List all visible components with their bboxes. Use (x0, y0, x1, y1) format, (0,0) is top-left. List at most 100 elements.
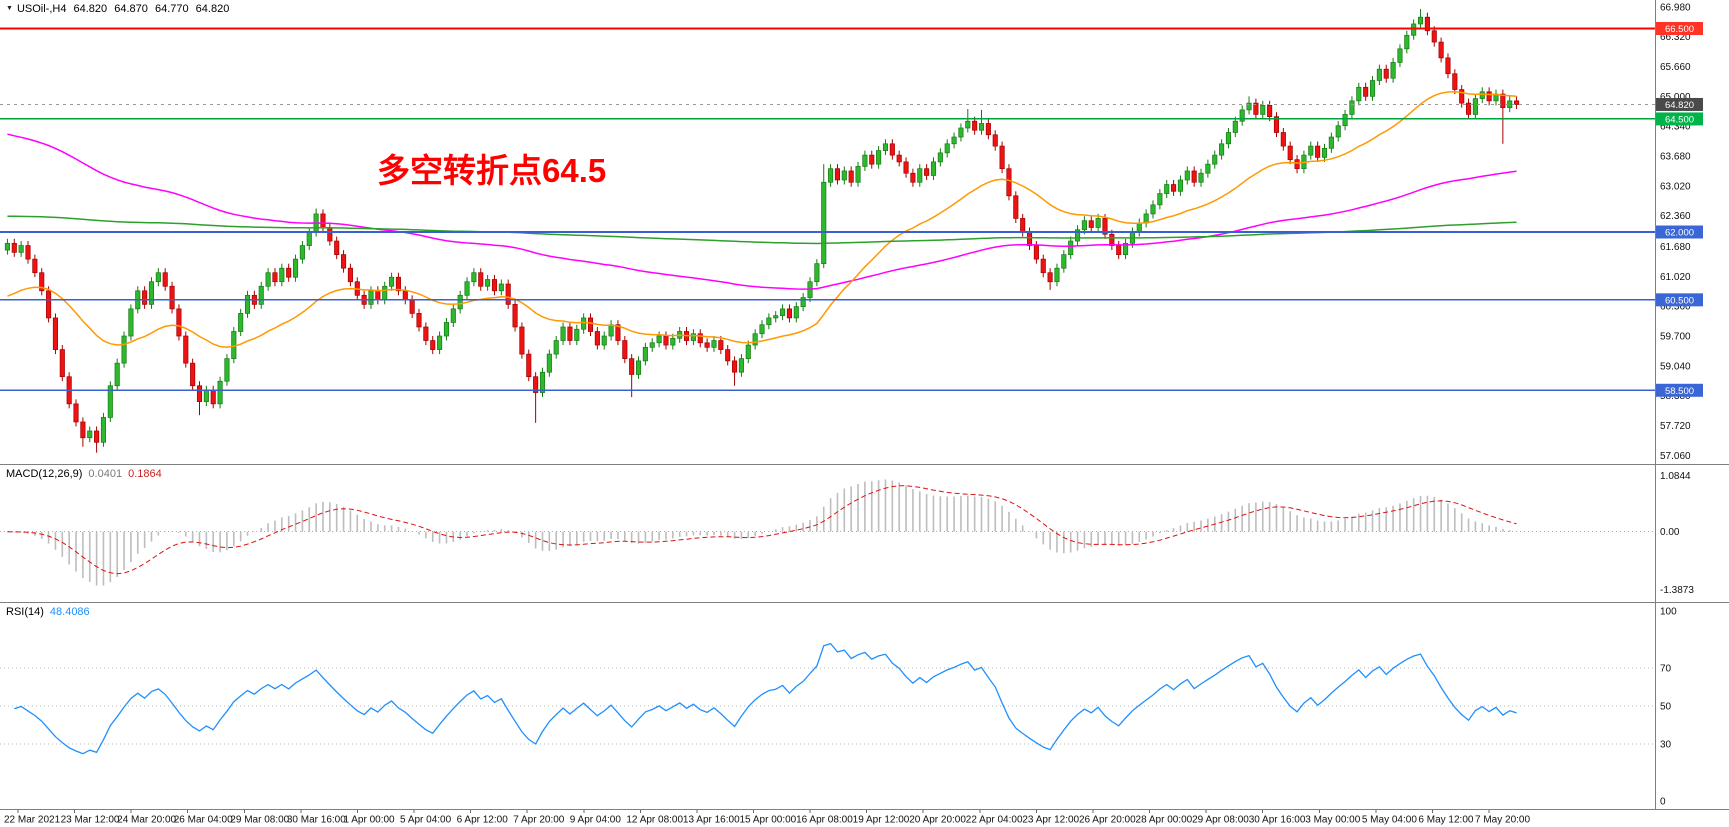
macd-histogram-bar (445, 531, 448, 544)
macd-histogram-bar (150, 531, 153, 542)
candle-down (196, 385, 203, 402)
candle-up (1143, 213, 1149, 224)
macd-histogram-bar (1241, 505, 1243, 532)
candle-up (944, 143, 950, 154)
candle-up (745, 344, 751, 359)
macd-histogram-bar (726, 531, 729, 537)
candle-up (389, 276, 395, 287)
candle-up (1061, 254, 1067, 269)
candle-up (1225, 132, 1232, 145)
macd-histogram-bar (610, 531, 612, 540)
candle-up (759, 324, 765, 335)
candle-up (100, 417, 107, 443)
macd-histogram-bar (322, 501, 324, 532)
candle-up (1356, 86, 1362, 102)
candle-down (587, 317, 594, 332)
macd-histogram-bar (466, 531, 468, 537)
macd-value-signal: 0.1864 (128, 468, 162, 480)
candle-down (1006, 168, 1012, 197)
macd-histogram-bar (1371, 510, 1374, 532)
macd-histogram-bar (1186, 522, 1189, 532)
macd-histogram-bar (1193, 521, 1195, 532)
candle-up (601, 335, 607, 346)
candle-up (951, 136, 957, 145)
macd-histogram-bar (205, 531, 208, 549)
macd-histogram-bar (356, 514, 359, 532)
candle-down (327, 227, 333, 242)
macd-histogram-bar (644, 531, 647, 543)
ohlc-high: 64.870 (114, 3, 148, 15)
rsi-label: RSI(14) 48.4086 (6, 606, 90, 618)
macd-histogram-bar (95, 531, 98, 586)
macd-histogram-bar (925, 494, 928, 532)
macd-histogram-bar (1090, 531, 1093, 547)
candle-up (464, 281, 470, 296)
candle-down (732, 360, 738, 373)
price-tick-label: 59.700 (1660, 332, 1691, 343)
candle-down (1013, 195, 1019, 219)
time-axis[interactable]: 22 Mar 2021 23 Mar 12:00 24 Mar 20:00 26 Ma… (0, 810, 1729, 827)
candle-up (238, 313, 244, 332)
candle-up (1150, 204, 1156, 215)
candle-down (1033, 245, 1039, 260)
price-chart-panel: 66.980 66.320 65.660 65.000 64.340 63.680 63.0… (0, 0, 1729, 465)
candle-down (341, 254, 347, 269)
candle-up (965, 120, 971, 129)
macd-signal-line (7, 485, 1517, 575)
macd-histogram-bar (946, 496, 949, 532)
macd-canvas[interactable]: 1.0844 0.00 -1.3873 (0, 465, 1729, 602)
chart-title: ▼ USOil-,H4 64.820 64.870 64.770 64.820 (6, 3, 233, 15)
symbol-dropdown-icon[interactable]: ▼ (6, 5, 13, 12)
candle-down (1116, 245, 1122, 255)
time-tick-label: 7 Apr 20:00 (513, 815, 565, 826)
macd-histogram-bar (1289, 511, 1291, 532)
price-badge-label: 60.500 (1665, 295, 1694, 306)
rsi-panel: 100 70 50 30 0 RSI(14) 48.4086 (0, 603, 1729, 810)
macd-histogram-bar (596, 531, 599, 542)
macd-histogram-bar (1097, 531, 1099, 545)
price-tick-label: 65.660 (1660, 62, 1691, 73)
macd-histogram-bar (1399, 503, 1401, 532)
macd-histogram-bar (82, 531, 84, 579)
candle-down (1047, 272, 1053, 283)
price-tick-label: 63.680 (1660, 152, 1691, 163)
time-tick-label: 5 Apr 04:00 (400, 815, 452, 826)
macd-histogram-bar (438, 531, 441, 544)
candle-up (258, 285, 264, 305)
candle-up (1390, 62, 1396, 79)
annotation-text[interactable]: 多空转折点64.5 (377, 152, 607, 189)
candle-up (1369, 80, 1376, 97)
candle-up (800, 297, 806, 307)
candle-up (862, 154, 868, 167)
price-chart-canvas[interactable]: 66.980 66.320 65.660 65.000 64.340 63.680 63.0… (0, 0, 1729, 464)
candle-up (1404, 34, 1410, 50)
candle-up (539, 371, 546, 393)
macd-histogram-bar (713, 531, 715, 536)
candle-down (1191, 170, 1197, 183)
macd-histogram-bar (699, 531, 702, 536)
candle-down (190, 362, 196, 387)
macd-histogram-bar (404, 528, 407, 532)
macd-histogram-bar (912, 489, 914, 532)
macd-histogram-bar (47, 531, 50, 544)
macd-histogram-bar (315, 503, 317, 532)
candle-down (1253, 102, 1259, 115)
candle-up (814, 263, 820, 283)
candle-down (183, 335, 189, 364)
macd-histogram-bar (342, 506, 345, 532)
macd-histogram-bar (178, 531, 180, 533)
candle-down (80, 421, 86, 439)
ohlc-close: 64.820 (195, 3, 230, 15)
candle-up (4, 242, 10, 251)
candle-down (1431, 30, 1437, 43)
candle-up (1308, 145, 1314, 156)
candle-up (114, 362, 120, 387)
macd-histogram-bar (1275, 504, 1278, 532)
candle-up (87, 430, 93, 439)
price-badge-label: 64.820 (1665, 100, 1694, 111)
macd-histogram-bar (754, 531, 756, 537)
rsi-canvas[interactable]: 100 70 50 30 0 (0, 603, 1729, 809)
macd-histogram-bar (555, 531, 558, 550)
macd-histogram-bar (720, 531, 722, 536)
